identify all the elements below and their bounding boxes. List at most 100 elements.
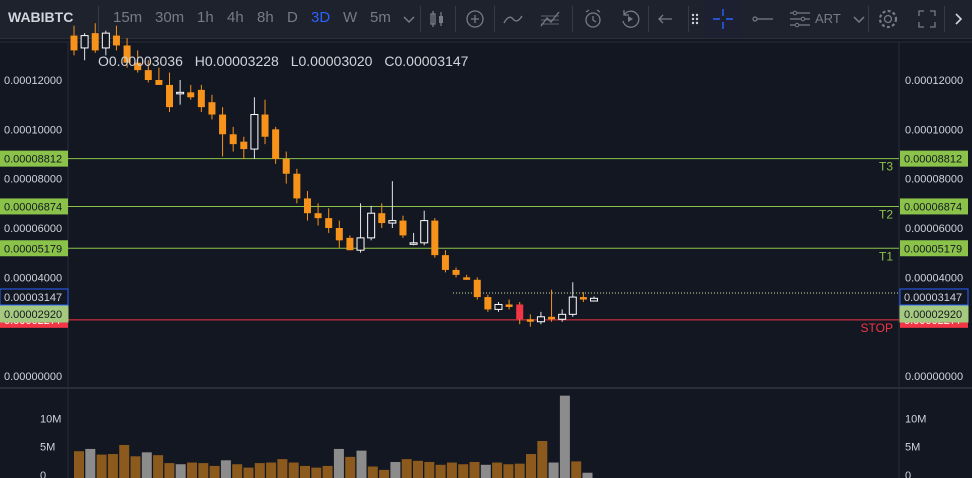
level-badge-right [900,150,968,167]
left-volume-tick: 0 [40,470,46,478]
timeframe-w[interactable]: W [343,9,358,26]
timeframe-30m[interactable]: 30m [155,9,185,26]
chevron-down-icon[interactable] [396,6,422,32]
candle-body-up [420,220,429,244]
level-badge-left [0,198,68,215]
line-chart-icon[interactable] [500,6,526,32]
replay-icon[interactable] [617,6,643,32]
volume-bar [390,461,401,478]
fib-tool-icon[interactable] [537,6,563,32]
top-toolbar: WABIBTC 15m 30m 1h 4h 8h D 3D W 5m [0,0,972,39]
chevron-down-icon[interactable] [846,6,872,32]
alarm-icon[interactable] [580,6,606,32]
crosshair-icon[interactable] [704,0,742,38]
volume-bar [322,465,333,478]
drag-handle-icon[interactable] [690,6,700,32]
volume-bar [526,454,536,478]
candle-body-down [335,228,343,241]
volume-bar [367,466,378,478]
volume-bar [469,461,480,478]
toolbar-divider [494,6,495,32]
candle-body-up [590,297,598,302]
price-badge-right [899,305,969,323]
candle-body-down [399,220,407,236]
volume-bar [458,464,469,478]
left-axis-tick: 0.00010000 [4,124,62,136]
candle-body-down [134,62,142,71]
timeframe-8h[interactable]: 8h [257,9,274,26]
horizontal-line-icon[interactable] [749,6,775,32]
timeframe-5m[interactable]: 5m [370,9,391,26]
right-volume-tick: 10M [905,413,926,425]
candle-body-down [144,70,152,80]
candle-body-down [516,304,524,320]
candle-body-up [494,303,503,310]
candle-body-down [452,269,460,275]
ohlc-legend: O0.00003036 H0.00003228 L0.00003020 C0.0… [98,53,476,69]
pitchfork-icon[interactable] [787,6,813,32]
fullscreen-icon[interactable] [914,6,940,32]
volume-bar [209,465,220,478]
volume-bar [559,395,570,478]
level-badge-label-right: 0.00008812 [904,154,962,166]
candle-body-down [548,316,556,320]
ohlc-close: C0.00003147 [384,53,469,69]
right-axis-tick: 0.00006000 [905,223,963,235]
undo-icon[interactable] [654,6,680,32]
timeframe-4h[interactable]: 4h [227,9,244,26]
volume-bar [254,463,265,478]
candles-icon[interactable] [424,6,450,32]
candle-body-down [579,297,587,300]
right-volume-tick: 5M [905,442,920,454]
candle-body-down [197,89,205,108]
volume-bar [153,455,164,478]
level-badge-label-right: 0.00006874 [904,201,962,213]
candle-body-up [536,316,545,323]
level-badge-right [900,240,968,257]
volume-bar [435,464,446,478]
price-badge-left [0,305,69,323]
volume-bar [232,464,243,478]
volume-bar [266,462,277,478]
price-badge-label-right: 0.00003147 [904,292,962,304]
level-badge-left [0,240,68,257]
gear-icon[interactable] [875,6,901,32]
toolbar-divider [944,6,945,32]
volume-bar [164,463,175,478]
toolbar-divider [572,6,573,32]
candle-body-up [409,242,418,245]
chevron-right-icon[interactable] [946,6,972,32]
level-badge-label-left: 0.00005179 [4,243,62,255]
right-axis-tick: 0.00010000 [905,124,963,136]
timeframe-15m[interactable]: 15m [113,9,143,26]
timeframe-1h[interactable]: 1h [197,9,214,26]
candle-body-up [176,91,185,95]
symbol-name[interactable]: WABIBTC [8,9,74,25]
level-badge-label-left: 0.00008812 [4,154,62,166]
price-badge-left [0,288,69,306]
volume-bars [74,395,593,478]
candle-body-up [80,35,89,49]
candle-body-down [441,255,449,270]
candle-body-down [219,114,227,135]
level-badge-right [900,198,968,215]
timeframe-3d[interactable]: 3D [311,9,331,26]
left-axis-tick: 0.00000000 [4,371,62,383]
volume-bar [277,459,288,478]
candle-body-down [325,218,333,228]
candle-body-down [505,304,513,307]
right-axis-tick: 0.00008000 [905,174,963,186]
add-indicator-icon[interactable] [462,6,488,32]
volume-bar [514,463,525,478]
left-volume-tick: 5M [40,442,55,454]
candle-body-down [463,277,471,280]
level-name-t1: T1 [879,249,893,263]
volume-bar [503,464,514,478]
timeframe-d[interactable]: D [287,9,298,26]
right-volume-tick: 0 [905,470,911,478]
volume-bar [175,464,186,478]
candle-body-down [282,158,290,174]
truncated-menu-label[interactable]: ART [815,11,841,26]
level-name-t2: T2 [879,207,893,221]
